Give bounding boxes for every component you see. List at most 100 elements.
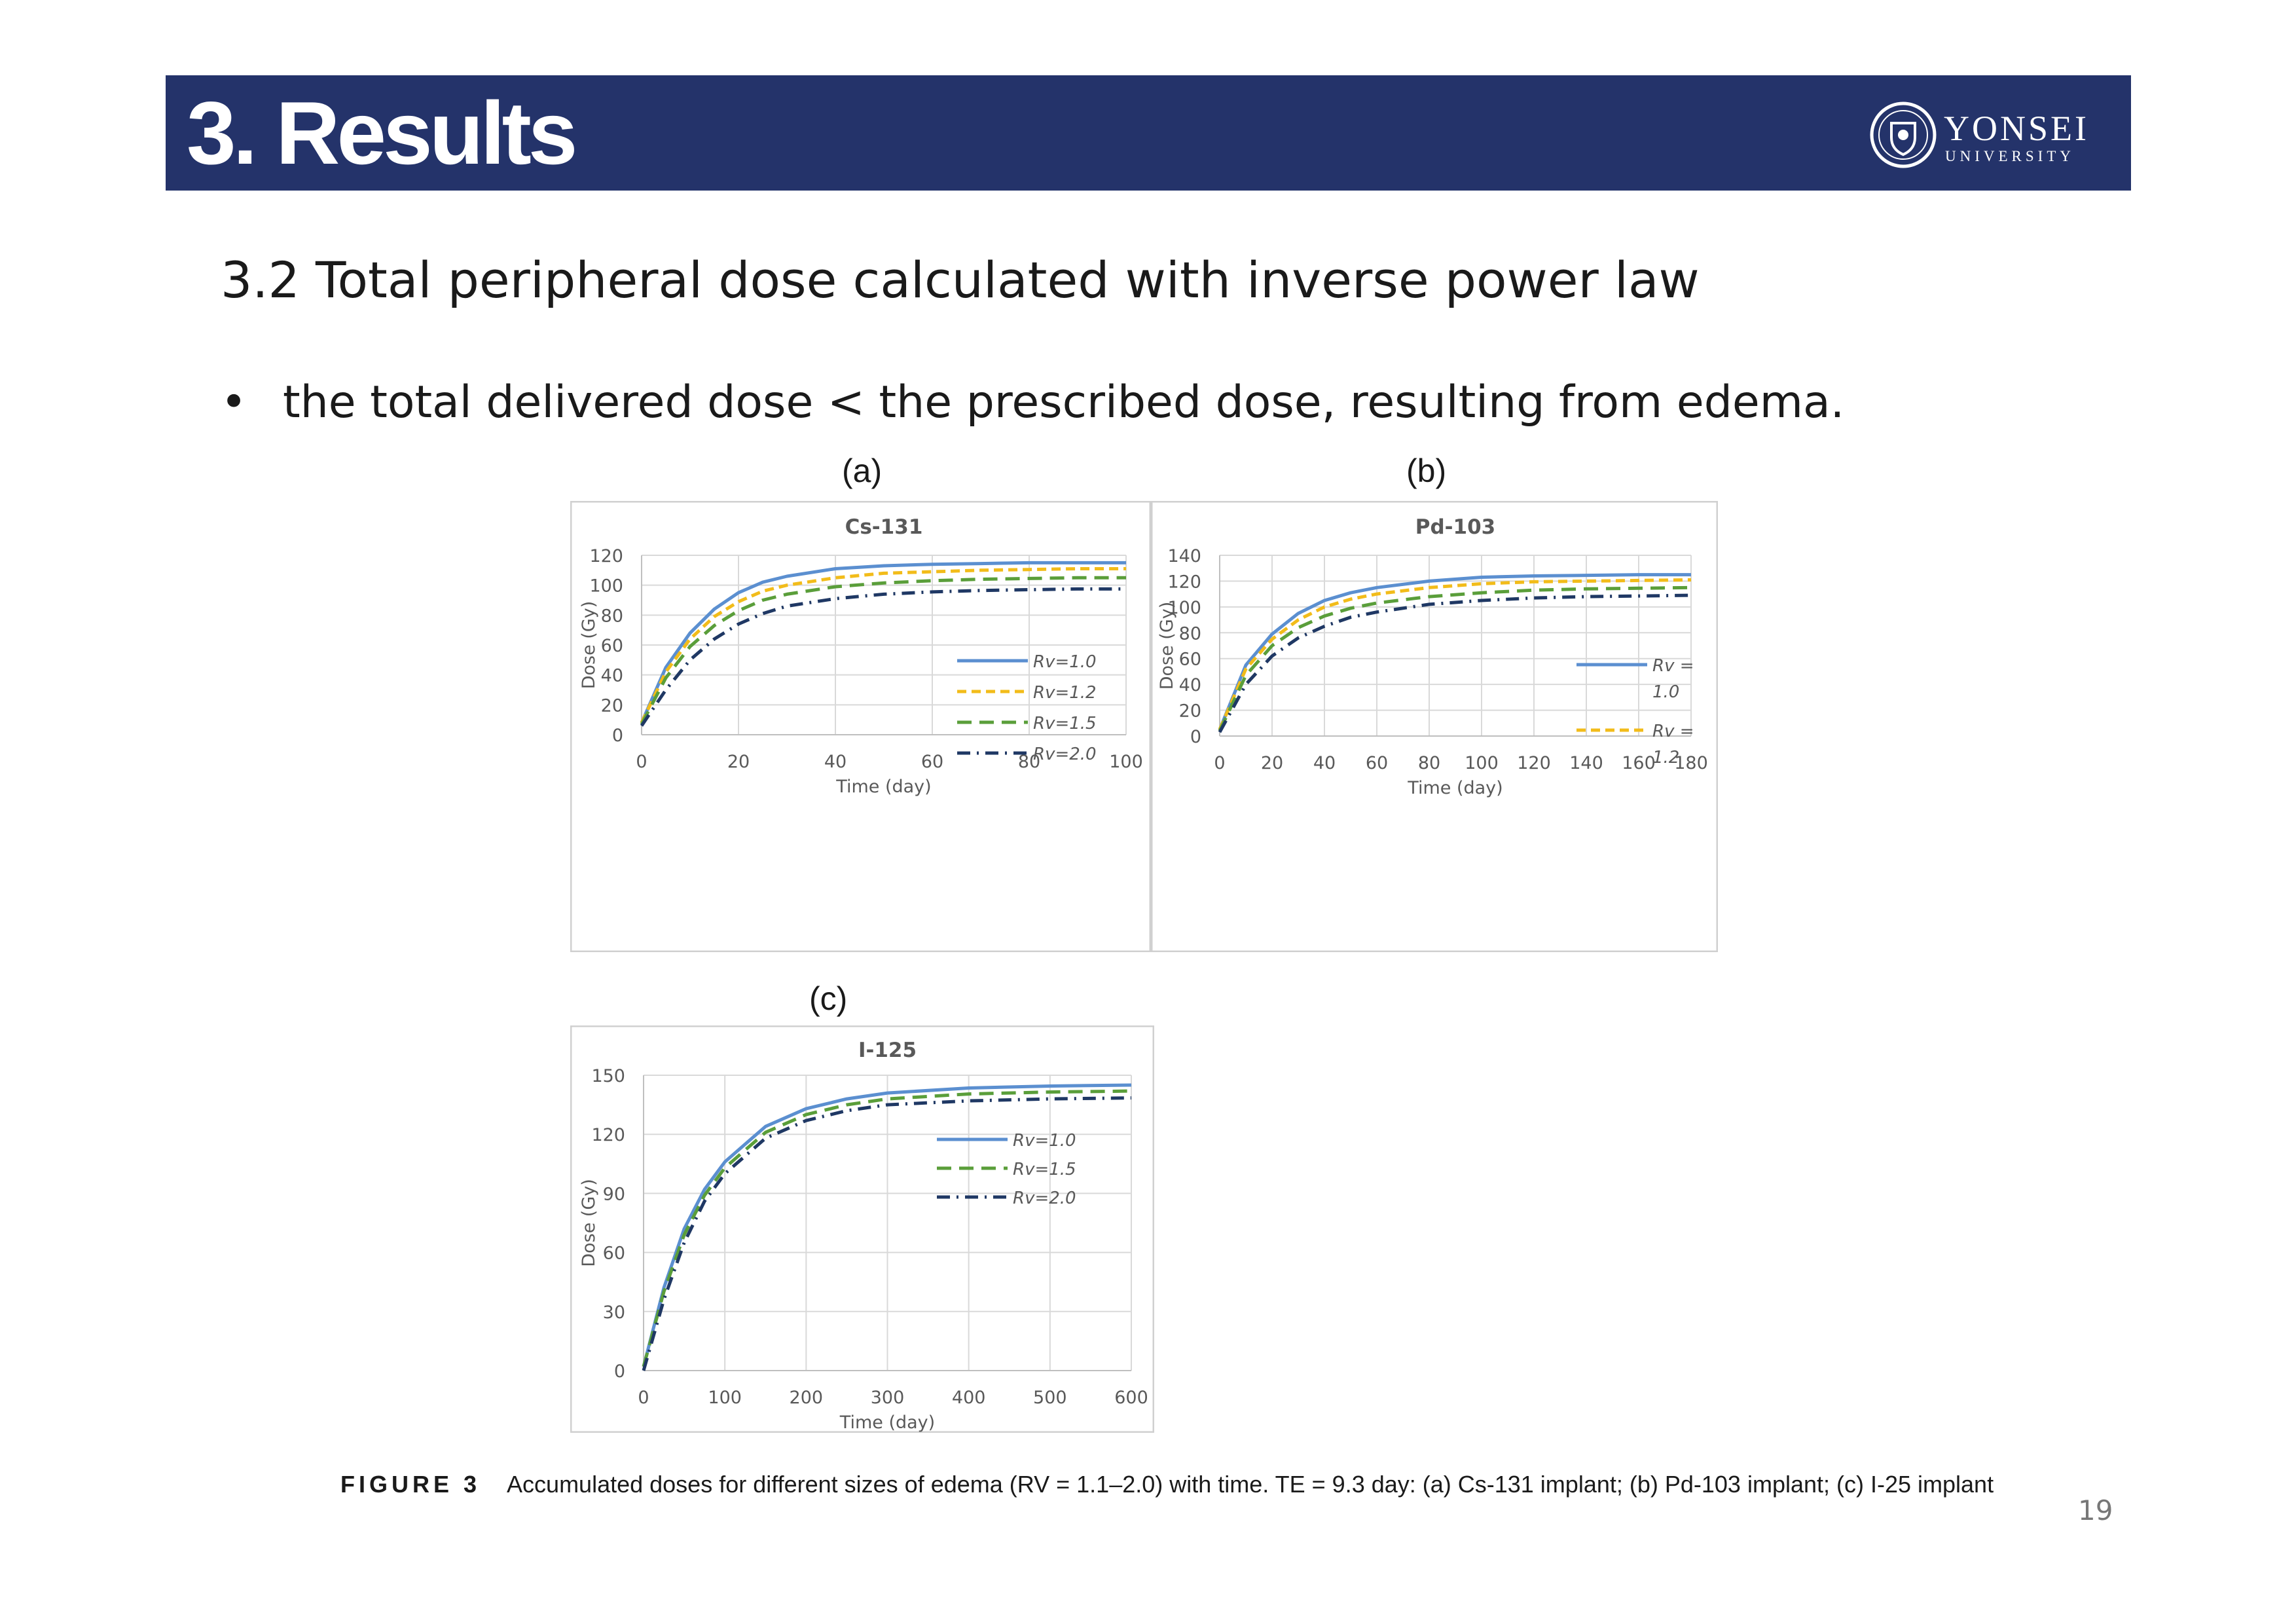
panel-label-a: (a) — [842, 452, 883, 489]
x-tick-label: 120 — [1517, 753, 1551, 773]
series-line-rv-2-0 — [1218, 593, 1692, 733]
legend-label: Rv=2.0 — [1013, 1189, 1076, 1208]
y-tick-label: 80 — [601, 606, 623, 626]
figure-caption: FIGURE 3 Accumulated doses for different … — [340, 1469, 2016, 1500]
x-tick-label: 100 — [1109, 752, 1143, 772]
x-tick-label: 100 — [708, 1388, 742, 1408]
chart-title: Pd-103 — [1415, 515, 1496, 539]
legend-label: 1.0 — [1652, 682, 1679, 702]
legend-label: Rv=1.2 — [1033, 683, 1097, 703]
y-tick-label: 140 — [1167, 546, 1201, 566]
legend-label: Rv=1.5 — [1033, 714, 1097, 733]
y-tick-label: 80 — [1179, 623, 1201, 644]
x-tick-label: 60 — [1366, 753, 1388, 773]
y-tick-label: 100 — [1167, 598, 1201, 618]
x-tick-label: 600 — [1114, 1388, 1148, 1408]
bullet-text: the total delivered dose < the prescribe… — [283, 377, 1845, 428]
y-tick-label: 30 — [603, 1302, 625, 1323]
x-tick-label: 400 — [952, 1388, 986, 1408]
legend-label: Rv=2.0 — [1033, 745, 1097, 764]
series-line-rv-1-2 — [1218, 578, 1692, 731]
y-tick-label: 100 — [589, 576, 623, 597]
panel-label-b: (b) — [1406, 452, 1447, 489]
series-line-rv-1-0 — [1218, 573, 1691, 731]
y-tick-label: 60 — [603, 1244, 625, 1264]
legend-label: Rv=1.0 — [1013, 1131, 1076, 1151]
x-tick-label: 140 — [1569, 753, 1603, 773]
x-tick-label: 20 — [1261, 753, 1283, 773]
x-tick-label: 0 — [1214, 753, 1225, 773]
chart-frame — [1151, 501, 1718, 952]
chart-title: I-125 — [858, 1039, 917, 1062]
y-tick-label: 20 — [1179, 701, 1201, 722]
university-logo: YONSEI UNIVERSITY — [1870, 101, 2089, 168]
x-tick-label: 20 — [727, 752, 750, 772]
legend-label: Rv=1.0 — [1033, 652, 1097, 672]
legend-label: Rv = — [1652, 722, 1694, 741]
page-number: 19 — [2078, 1494, 2113, 1526]
bullet-dot: • — [221, 377, 247, 428]
y-tick-label: 20 — [601, 695, 623, 716]
x-axis-title: Time (day) — [1407, 778, 1503, 798]
series-line-rv-1-2 — [640, 567, 1126, 724]
legend-label: Rv=1.5 — [1013, 1160, 1076, 1179]
y-axis-title: Dose (Gy) — [1157, 602, 1177, 690]
chart-cs131: 0 20 40 60 80 100 0 20 40 60 80 100 120 Cs-131 Time (d… — [570, 501, 1151, 952]
x-tick-label: 180 — [1674, 753, 1708, 773]
x-axis-title: Time (day) — [839, 1412, 935, 1433]
series-line-rv-1-0 — [640, 561, 1126, 724]
y-tick-label: 120 — [591, 1125, 625, 1145]
series-line-rv-2-0 — [642, 1096, 1132, 1371]
x-tick-label: 200 — [790, 1388, 824, 1408]
panel-label-c: (c) — [809, 980, 848, 1017]
y-tick-label: 40 — [601, 666, 623, 686]
slide-title: 3. Results — [187, 83, 577, 183]
emblem-inner-ring — [1878, 110, 1928, 160]
y-tick-label: 0 — [1190, 727, 1201, 747]
x-tick-label: 40 — [1313, 753, 1336, 773]
series-line-rv-1-5 — [640, 576, 1126, 726]
x-axis-title: Time (day) — [835, 777, 931, 797]
x-tick-label: 80 — [1418, 753, 1440, 773]
y-tick-label: 120 — [1167, 572, 1201, 592]
subheading: 3.2 Total peripheral dose calculated wit… — [221, 251, 1700, 309]
y-tick-label: 40 — [1179, 675, 1201, 695]
x-tick-label: 80 — [1018, 752, 1040, 772]
x-tick-label: 40 — [824, 752, 847, 772]
y-tick-label: 60 — [601, 636, 623, 656]
x-tick-label: 300 — [871, 1388, 905, 1408]
caption-text: Accumulated doses for different sizes of… — [507, 1471, 1994, 1498]
x-tick-label: 60 — [921, 752, 943, 772]
y-tick-label: 90 — [603, 1184, 625, 1204]
x-tick-label: 500 — [1033, 1388, 1067, 1408]
logo-subtext: UNIVERSITY — [1945, 148, 2075, 164]
emblem-center-icon — [1898, 130, 1908, 140]
x-tick-label: 0 — [636, 752, 647, 772]
chart-title: Cs-131 — [845, 515, 923, 539]
series-line-rv-1-0 — [642, 1083, 1132, 1367]
x-tick-label: 160 — [1622, 753, 1656, 773]
chart-pd103: 0 20 40 60 80 100 120 140 160 180 0 20 40 60 80 100 120 1… — [1151, 501, 1718, 952]
emblem-outer-ring — [1870, 101, 1937, 168]
y-tick-label: 0 — [612, 726, 623, 746]
bullet-item: • the total delivered dose < the prescrib… — [221, 375, 1844, 431]
y-tick-label: 0 — [614, 1361, 625, 1382]
figure-label: FIGURE 3 — [340, 1471, 481, 1498]
y-axis-title: Dose (Gy) — [579, 1179, 599, 1267]
y-tick-label: 60 — [1179, 650, 1201, 670]
y-tick-label: 150 — [591, 1066, 625, 1086]
chart-i125: 0 100 200 300 400 500 600 0 30 60 90 120 150 I-125 Tim… — [570, 1025, 1154, 1433]
x-tick-label: 100 — [1465, 753, 1499, 773]
series-line-rv-1-5 — [642, 1089, 1132, 1367]
series-line-rv-1-5 — [1218, 585, 1692, 732]
emblem-shield-icon — [1890, 122, 1916, 157]
legend-label: 1.2 — [1652, 748, 1679, 767]
y-axis-title: Dose (Gy) — [579, 601, 599, 690]
legend-label: Rv = — [1652, 656, 1694, 676]
y-tick-label: 120 — [589, 546, 623, 566]
title-banner: 3. Results YONSEI UNIVERSITY — [166, 75, 2131, 191]
x-tick-label: 0 — [638, 1388, 649, 1408]
logo-wordmark: YONSEI — [1944, 109, 2089, 148]
series-line-rv-2-0 — [640, 587, 1126, 727]
chart-frame — [570, 1025, 1154, 1433]
